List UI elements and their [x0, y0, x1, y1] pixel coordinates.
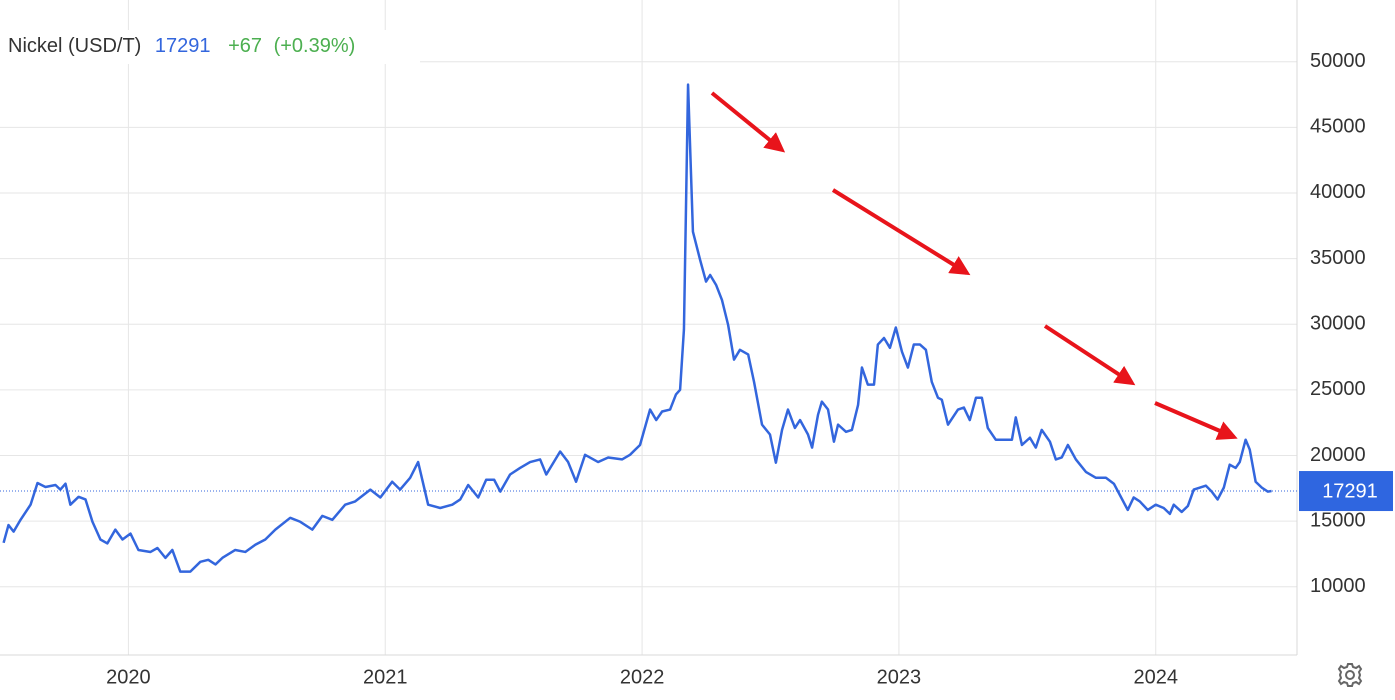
settings-icon[interactable]: [1337, 663, 1363, 687]
last-price-tag-label: 17291: [1322, 480, 1378, 502]
header: Nickel (USD/T) 17291 +67 (+0.39%): [8, 35, 355, 57]
arrow: [710, 91, 786, 153]
last-price: 17291: [155, 35, 211, 57]
y-tick-label: 45000: [1310, 116, 1366, 138]
x-tick-label: 2020: [106, 666, 151, 688]
header-bg: [0, 30, 420, 64]
x-tick-label: 2021: [363, 666, 408, 688]
y-tick-label: 15000: [1310, 509, 1366, 531]
y-tick-label: 40000: [1310, 181, 1366, 203]
x-tick-label: 2022: [620, 666, 665, 688]
change: +67: [228, 35, 262, 57]
chart-title: Nickel (USD/T): [8, 35, 141, 57]
arrow: [1043, 324, 1136, 386]
y-tick-label: 50000: [1310, 50, 1366, 72]
y-tick-label: 30000: [1310, 312, 1366, 334]
arrow: [1154, 401, 1238, 440]
annotations: [710, 91, 1238, 440]
y-tick-label: 35000: [1310, 247, 1366, 269]
change-percent: (+0.39%): [274, 35, 356, 57]
y-tick-label: 10000: [1310, 575, 1366, 597]
marks: [0, 83, 1297, 573]
price-line: [2, 83, 1272, 573]
grid: 10000 15000 20000 25000 30000 35000 40000 45000…: [0, 0, 1366, 688]
x-tick-label: 2024: [1133, 666, 1178, 688]
last-price-tag: [1299, 471, 1393, 512]
arrow: [831, 188, 971, 276]
y-tick-label: 20000: [1310, 444, 1366, 466]
x-tick-label: 2023: [877, 666, 922, 688]
y-tick-label: 25000: [1310, 378, 1366, 400]
